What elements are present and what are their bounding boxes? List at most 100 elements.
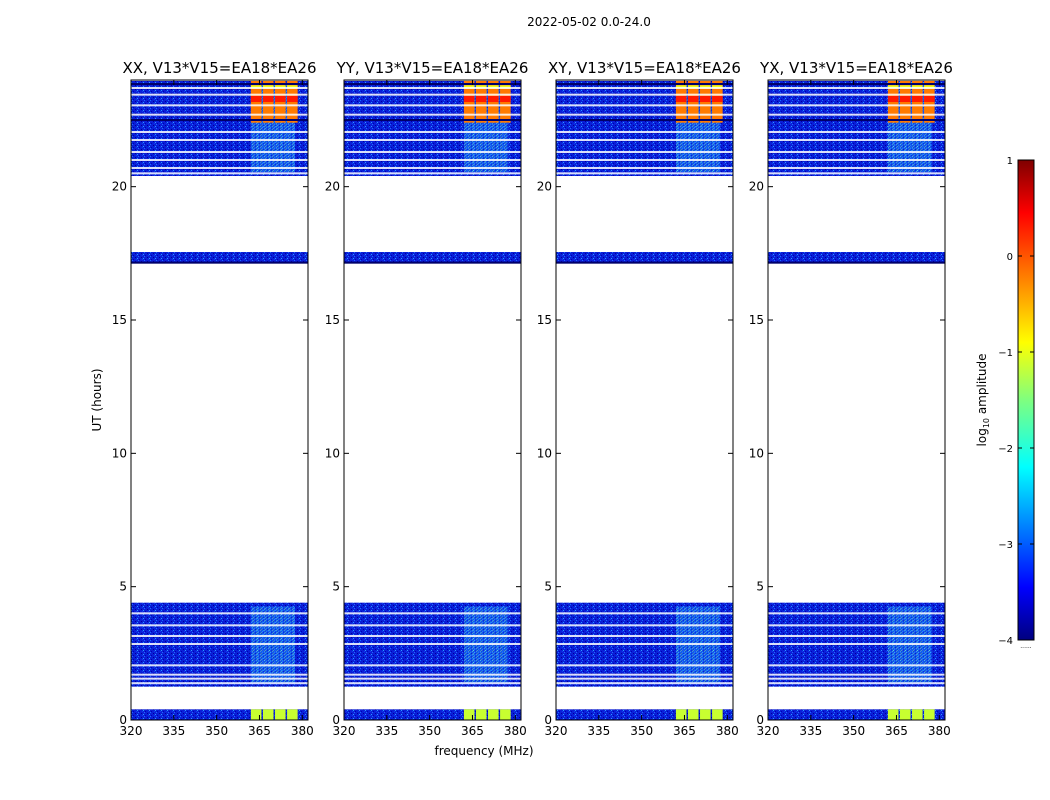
- hot-channel-edge: [488, 85, 499, 89]
- hot-channel-core: [675, 96, 687, 102]
- hot-channel-core: [887, 96, 899, 102]
- y-tick-label: 20: [749, 180, 764, 194]
- gap-line: [768, 104, 945, 107]
- gap-line: [344, 635, 521, 637]
- gap-line: [768, 159, 945, 161]
- panel-title: XY, V13*V15=EA18*EA26: [548, 59, 741, 77]
- colorbar-tick-label: −2: [998, 444, 1013, 455]
- hot-channel-edge: [250, 85, 262, 89]
- dark-line: [768, 119, 945, 121]
- x-tick-label: 335: [162, 724, 185, 738]
- colorbar-footnote: ......: [1020, 643, 1032, 650]
- gap-line: [344, 677, 521, 680]
- x-tick-label: 365: [461, 724, 484, 738]
- colorbar-tick-label: 1: [1007, 156, 1013, 167]
- x-tick-label: 365: [885, 724, 908, 738]
- hot-channel-core: [687, 96, 699, 102]
- y-tick-label: 10: [325, 446, 340, 460]
- gap-line: [556, 643, 733, 645]
- y-tick-label: 10: [749, 446, 764, 460]
- low-hot-channel: [463, 709, 475, 720]
- x-tick-label: 350: [842, 724, 865, 738]
- hot-channel-edge: [687, 85, 699, 89]
- gap-line: [556, 113, 733, 116]
- y-tick-label: 5: [756, 580, 764, 594]
- low-hot-channel: [687, 709, 699, 720]
- gap-line: [768, 624, 945, 627]
- gap-line: [344, 131, 521, 133]
- gap-line: [768, 151, 945, 153]
- dark-line: [768, 261, 945, 264]
- hot-channel-core: [924, 96, 935, 102]
- y-tick-label: 20: [112, 180, 127, 194]
- panel-title: YY, V13*V15=EA18*EA26: [336, 59, 529, 77]
- low-hot-channel: [675, 709, 687, 720]
- gap-line: [556, 673, 733, 676]
- gap-line: [344, 87, 521, 89]
- colorbar-label-rest: amplitude: [975, 354, 989, 418]
- gap-line: [131, 93, 308, 96]
- y-tick-label: 10: [537, 446, 552, 460]
- gap-line: [768, 113, 945, 116]
- low-hot-channel: [488, 709, 499, 720]
- data-block: [344, 709, 521, 720]
- gap-line: [131, 151, 308, 153]
- x-tick-label: 350: [630, 724, 653, 738]
- gap-line: [131, 677, 308, 680]
- hot-channel-edge: [700, 85, 711, 89]
- gap-line: [556, 139, 733, 141]
- gap-line: [344, 673, 521, 676]
- hot-channel-edge: [899, 85, 911, 89]
- gap-line: [768, 612, 945, 615]
- gap-line: [556, 104, 733, 107]
- y-tick-label: 5: [544, 580, 552, 594]
- x-tick-label: 380: [716, 724, 739, 738]
- dark-line: [556, 83, 733, 85]
- panel-2: YY, V13*V15=EA18*EA26 320 335 350 365 380 0 5 10…: [325, 59, 529, 738]
- colorbar-ticks: −4 −3 −2 −1 0 1: [998, 156, 1034, 647]
- y-tick-label: 5: [332, 580, 340, 594]
- gap-line: [131, 643, 308, 645]
- gap-line: [556, 624, 733, 627]
- gap-line: [768, 635, 945, 637]
- gap-line: [131, 104, 308, 107]
- gap-line: [131, 87, 308, 89]
- gap-line: [344, 93, 521, 96]
- gap-line: [131, 624, 308, 627]
- panel-frame: [343, 79, 522, 721]
- gap-line: [131, 167, 308, 169]
- gap-line: [768, 673, 945, 676]
- y-tick-label: 15: [749, 313, 764, 327]
- gap-line: [556, 635, 733, 637]
- gap-line: [131, 172, 308, 175]
- colorbar-tick-label: −3: [998, 540, 1013, 551]
- colorbar-label-sub: 10: [982, 418, 991, 428]
- y-tick-label: 0: [332, 713, 340, 727]
- gap-line: [131, 159, 308, 161]
- gap-line: [556, 131, 733, 133]
- gap-line: [556, 151, 733, 153]
- dark-line: [131, 119, 308, 121]
- dark-line: [344, 83, 521, 85]
- data-block: [556, 709, 733, 720]
- low-hot-channel: [887, 709, 899, 720]
- low-hot-channel: [899, 709, 911, 720]
- data-block: [556, 252, 733, 263]
- hot-channel-core: [712, 96, 723, 102]
- figure-title: 2022-05-02 0.0-24.0: [527, 15, 651, 29]
- hot-channel-edge: [287, 85, 298, 89]
- hot-channel-core: [262, 96, 274, 102]
- low-hot-channel: [912, 709, 923, 720]
- gap-line: [556, 159, 733, 161]
- low-hot-channel: [262, 709, 274, 720]
- low-hot-channel: [287, 709, 298, 720]
- gap-line: [131, 664, 308, 667]
- x-tick-label: 320: [545, 724, 568, 738]
- y-tick-label: 15: [112, 313, 127, 327]
- gap-line: [131, 612, 308, 615]
- y-tick-label: 0: [756, 713, 764, 727]
- x-tick-label: 320: [120, 724, 143, 738]
- hot-channel-core: [250, 96, 262, 102]
- hot-channel-core: [475, 96, 487, 102]
- x-tick-label: 335: [375, 724, 398, 738]
